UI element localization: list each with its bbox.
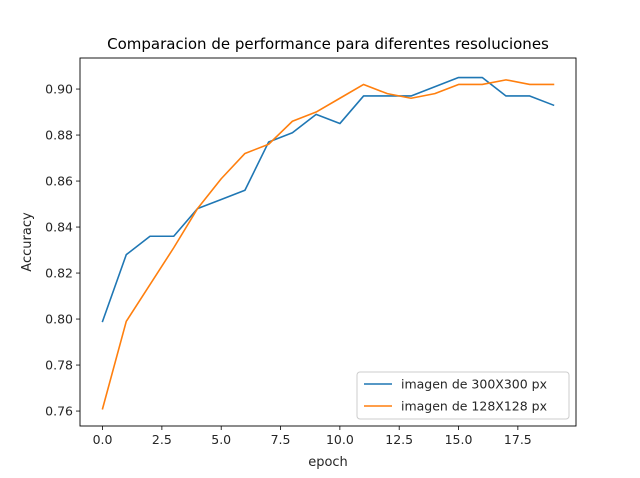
- x-tick-label: 10.0: [326, 432, 354, 447]
- x-tick-label: 2.5: [152, 432, 172, 447]
- x-axis-ticks: 0.0 2.5 5.0 7.5 10.0 12.5 15.0 17.5: [93, 426, 532, 447]
- plot-frame: [79, 57, 577, 427]
- y-tick-label: 0.90: [45, 82, 73, 97]
- y-tick-label: 0.76: [45, 404, 73, 419]
- y-tick-label: 0.80: [45, 312, 73, 327]
- x-axis-label: epoch: [308, 455, 348, 470]
- x-tick-label: 17.5: [504, 432, 532, 447]
- legend-label-128x128: imagen de 128X128 px: [401, 399, 547, 414]
- legend: imagen de 300X300 px imagen de 128X128 p…: [356, 371, 570, 420]
- y-tick-label: 0.84: [45, 220, 73, 235]
- chart-title: Comparacion de performance para diferent…: [107, 35, 549, 53]
- x-tick-label: 12.5: [385, 432, 413, 447]
- legend-box: [356, 371, 570, 420]
- series-line-300x300: [101, 76, 555, 323]
- y-tick-label: 0.82: [45, 266, 73, 281]
- x-tick-label: 5.0: [211, 432, 231, 447]
- x-tick-label: 7.5: [271, 432, 291, 447]
- y-tick-label: 0.78: [45, 358, 73, 373]
- y-axis-label: Accuracy: [20, 212, 35, 272]
- legend-label-300x300: imagen de 300X300 px: [401, 377, 547, 392]
- x-tick-label: 0.0: [93, 432, 113, 447]
- y-axis-ticks: 0.76 0.78 0.80 0.82 0.84 0.86 0.88 0.90: [45, 82, 80, 419]
- y-tick-label: 0.86: [45, 174, 73, 189]
- series-line-128x128: [101, 79, 555, 410]
- series-lines: [101, 76, 555, 410]
- x-tick-label: 15.0: [445, 432, 473, 447]
- plot-area: [80, 58, 576, 426]
- y-tick-label: 0.88: [45, 128, 73, 143]
